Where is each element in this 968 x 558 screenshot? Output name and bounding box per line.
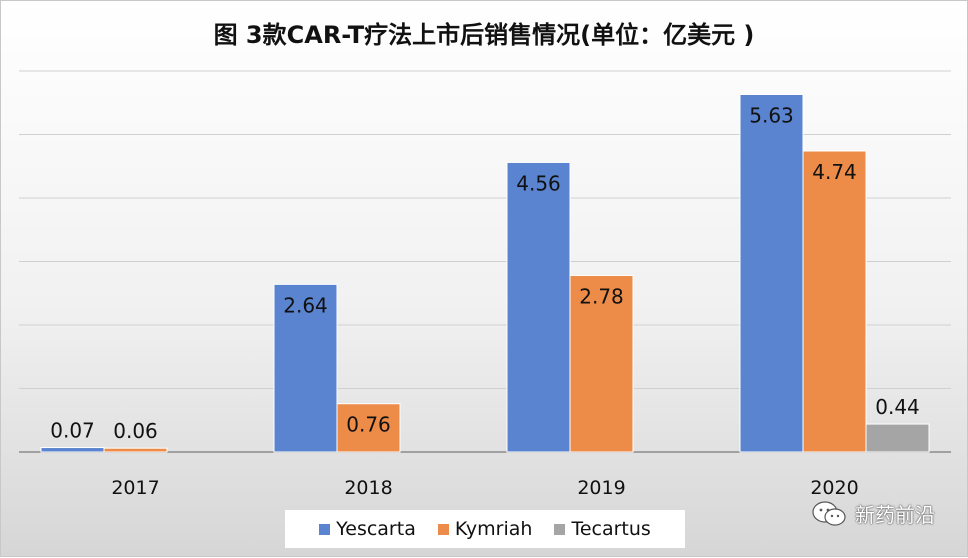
data-label: 5.63 — [749, 103, 794, 127]
wechat-icon — [812, 500, 846, 526]
x-tick-label: 2018 — [344, 477, 392, 499]
legend-label: Kymriah — [454, 518, 533, 540]
bar-kymriah-2020 — [802, 150, 867, 453]
x-tick-label: 2019 — [577, 477, 625, 499]
chart-title: 图 3款CAR-T疗法上市后销售情况(单位：亿美元 ) — [213, 21, 755, 49]
bar-kymriah-2019 — [569, 274, 634, 453]
bar-tecartus-2020 — [865, 423, 930, 453]
data-label: 0.44 — [875, 395, 920, 419]
legend: Yescarta Kymriah Tecartus — [285, 510, 685, 548]
legend-item-kymriah: Kymriah — [437, 518, 533, 540]
data-label: 4.74 — [812, 160, 857, 184]
data-label: 2.64 — [283, 293, 328, 317]
bar-yescarta-2020 — [739, 93, 804, 453]
legend-label: Yescarta — [336, 518, 416, 540]
data-label: 2.78 — [579, 284, 624, 308]
legend-item-yescarta: Yescarta — [319, 518, 416, 540]
bar-kymriah-2017 — [103, 447, 168, 453]
legend-item-tecartus: Tecartus — [554, 518, 651, 540]
data-label: 4.56 — [516, 171, 561, 195]
data-label: 0.06 — [113, 419, 158, 443]
legend-swatch — [554, 523, 566, 535]
watermark-text: 新药前沿 — [855, 503, 935, 527]
data-label: 0.76 — [346, 413, 391, 437]
x-tick-label: 2020 — [810, 477, 858, 499]
bar-yescarta-2018 — [273, 283, 338, 453]
data-label: 0.07 — [50, 419, 95, 443]
x-tick-label: 2017 — [111, 477, 159, 499]
bar-kymriah-2018 — [336, 403, 401, 453]
bar-yescarta-2019 — [506, 161, 571, 453]
legend-swatch — [319, 523, 331, 535]
watermark: 新药前沿 — [811, 499, 935, 528]
bar-yescarta-2017 — [40, 447, 105, 453]
legend-label: Tecartus — [571, 518, 651, 540]
legend-swatch — [437, 523, 449, 535]
